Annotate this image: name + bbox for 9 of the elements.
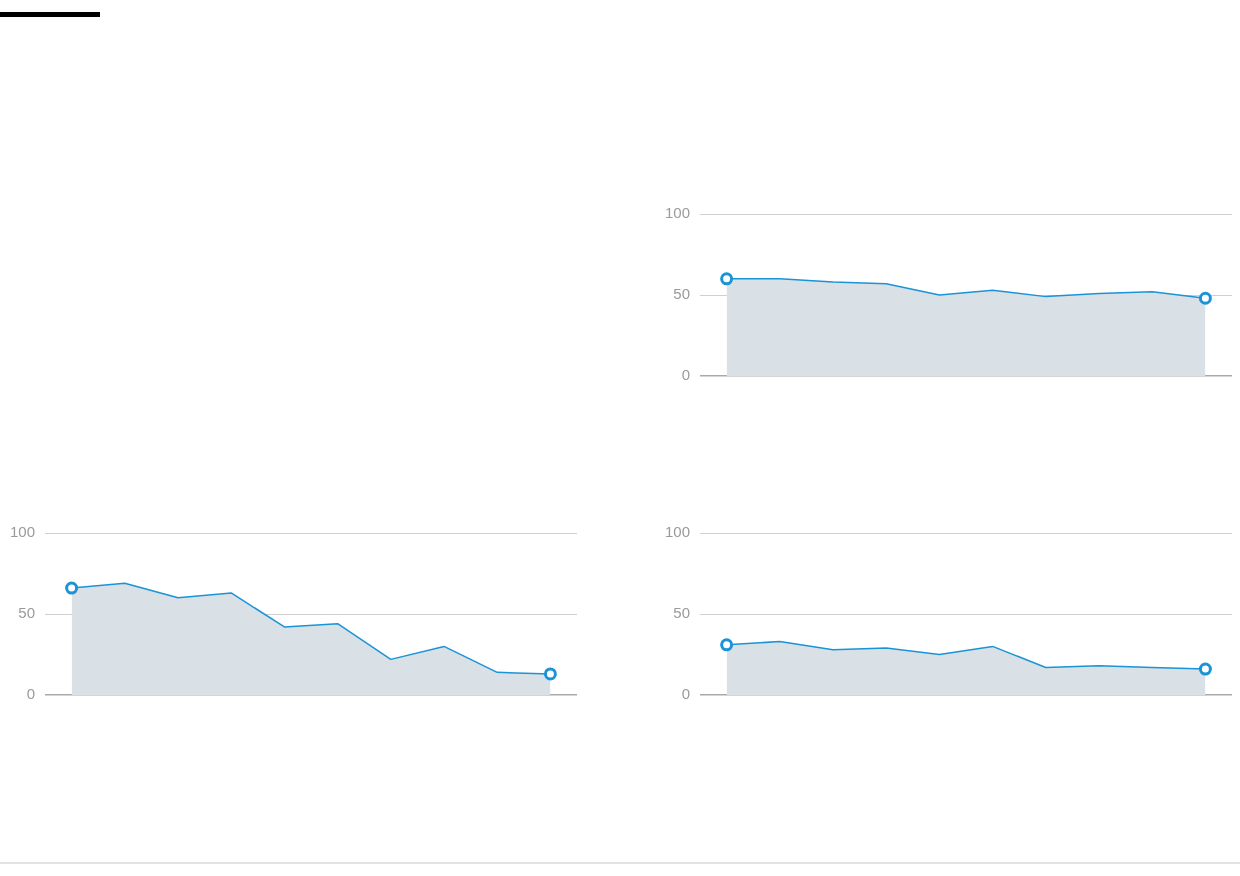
y-tick-label: 0 <box>681 685 691 703</box>
y-tick-label: 100 <box>665 523 691 541</box>
y-tick-label: 100 <box>10 523 36 541</box>
y-tick-label: 50 <box>18 604 36 622</box>
y-tick-label: 0 <box>26 685 36 703</box>
y-tick-label: 0 <box>681 366 691 384</box>
y-tick-label: 50 <box>673 285 691 303</box>
y-tick-label: 50 <box>673 604 691 622</box>
y-tick-label: 100 <box>665 204 691 222</box>
